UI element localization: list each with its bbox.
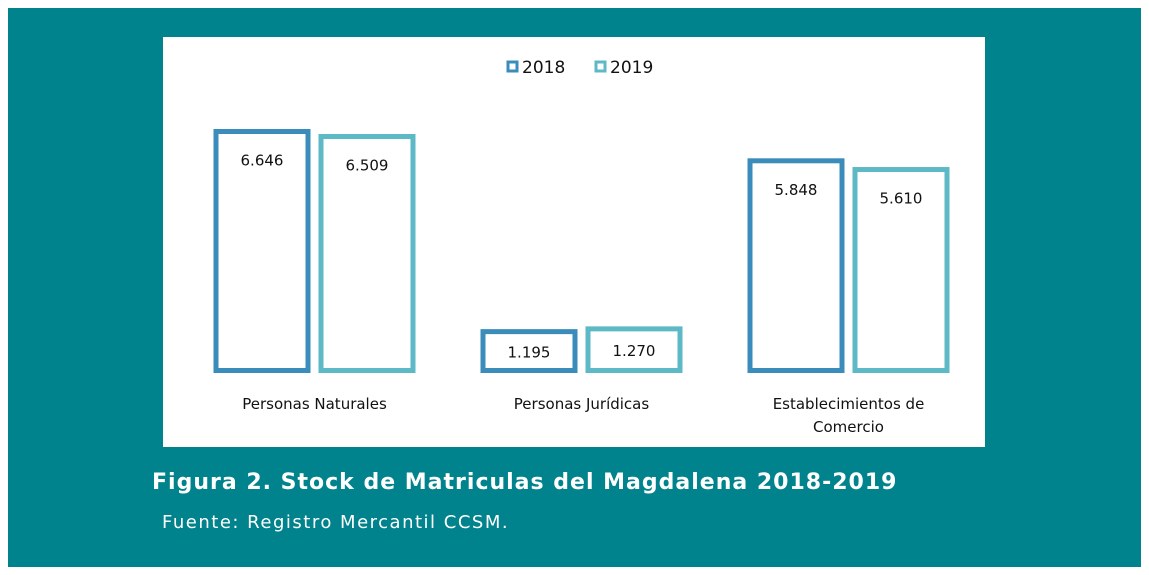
value-label: 6.646 [241, 152, 284, 170]
legend-label: 2018 [522, 58, 565, 78]
x-tick-label: Establecimientos de Comercio [772, 395, 925, 436]
chart: 2018 2019 6.646 6.509 1.195 1.270 5.848 5.610 [213, 58, 950, 374]
bar [747, 158, 845, 373]
value-label: 6.509 [346, 157, 389, 175]
x-tick-label: Personas Naturales [242, 395, 387, 413]
caption-title: Figura 2. Stock de Matriculas del Magdal… [152, 470, 898, 495]
x-tick-label: Personas Jurídicas [513, 395, 650, 413]
value-label: 5.610 [880, 190, 923, 208]
bar [213, 129, 311, 373]
chart-area: 2018 2019 6.646 6.509 1.195 1.270 5.848 5.610 P… [163, 37, 985, 447]
bar [480, 329, 578, 373]
legend-label: 2019 [610, 58, 653, 78]
value-label: 1.270 [613, 342, 656, 360]
legend-swatch [506, 60, 519, 73]
bar [318, 134, 416, 374]
value-label: 1.195 [508, 344, 551, 362]
bar [852, 167, 950, 373]
bar [585, 326, 683, 373]
value-label: 5.848 [775, 181, 818, 199]
caption-source: Fuente: Registro Mercantil CCSM. [162, 512, 510, 533]
legend-swatch [594, 60, 607, 73]
